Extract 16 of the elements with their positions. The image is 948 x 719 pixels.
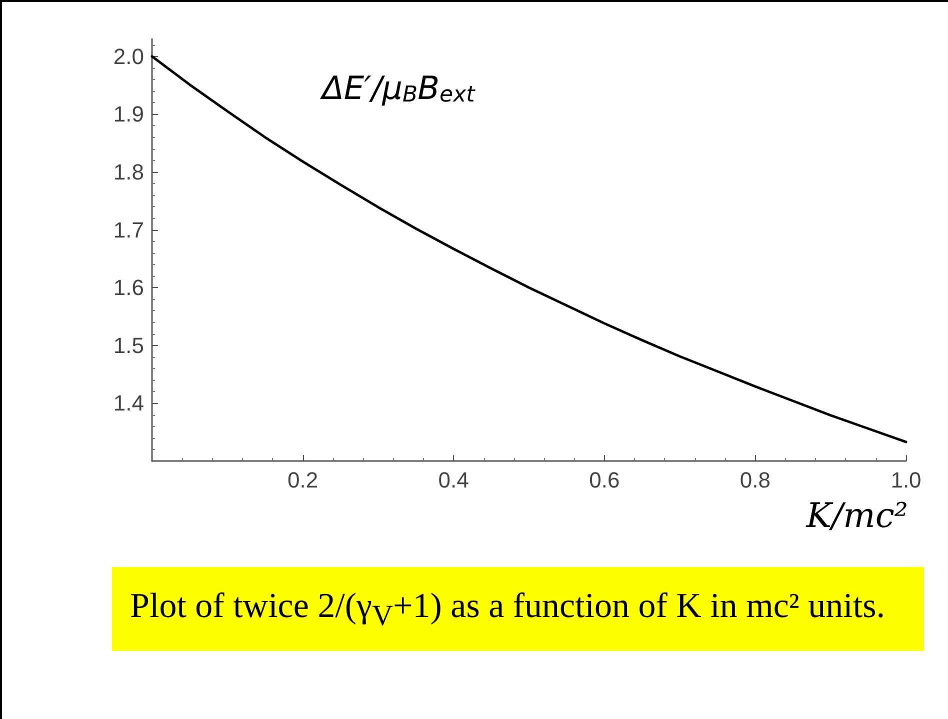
y-tick-label: 1.9	[113, 102, 144, 127]
text: Plot of twice 2/(γ$_{V}$+1) as a function of K in mc² units.	[112, 567, 924, 652]
y-axis-title: ΔE′/μBBext	[319, 69, 476, 108]
x-tick-label: 0.4	[438, 468, 469, 492]
line-series	[150, 55, 908, 444]
y-tick-label: 1.8	[113, 159, 144, 184]
y-tick-label: 1.5	[113, 332, 144, 358]
x-tick-label: 0.6	[589, 468, 620, 492]
y-tick-label: 1.4	[113, 390, 144, 416]
y-tick-label: 1.7	[113, 217, 144, 242]
x-axis-title: K/mc²	[805, 496, 908, 536]
x-tick-label: 1.0	[890, 468, 922, 492]
x-tick-label: 0.8	[740, 468, 770, 492]
y-tick-label: 2.0	[113, 44, 144, 69]
x-tick-label: 0.2	[288, 468, 318, 492]
y-tick-label: 1.6	[113, 275, 144, 300]
